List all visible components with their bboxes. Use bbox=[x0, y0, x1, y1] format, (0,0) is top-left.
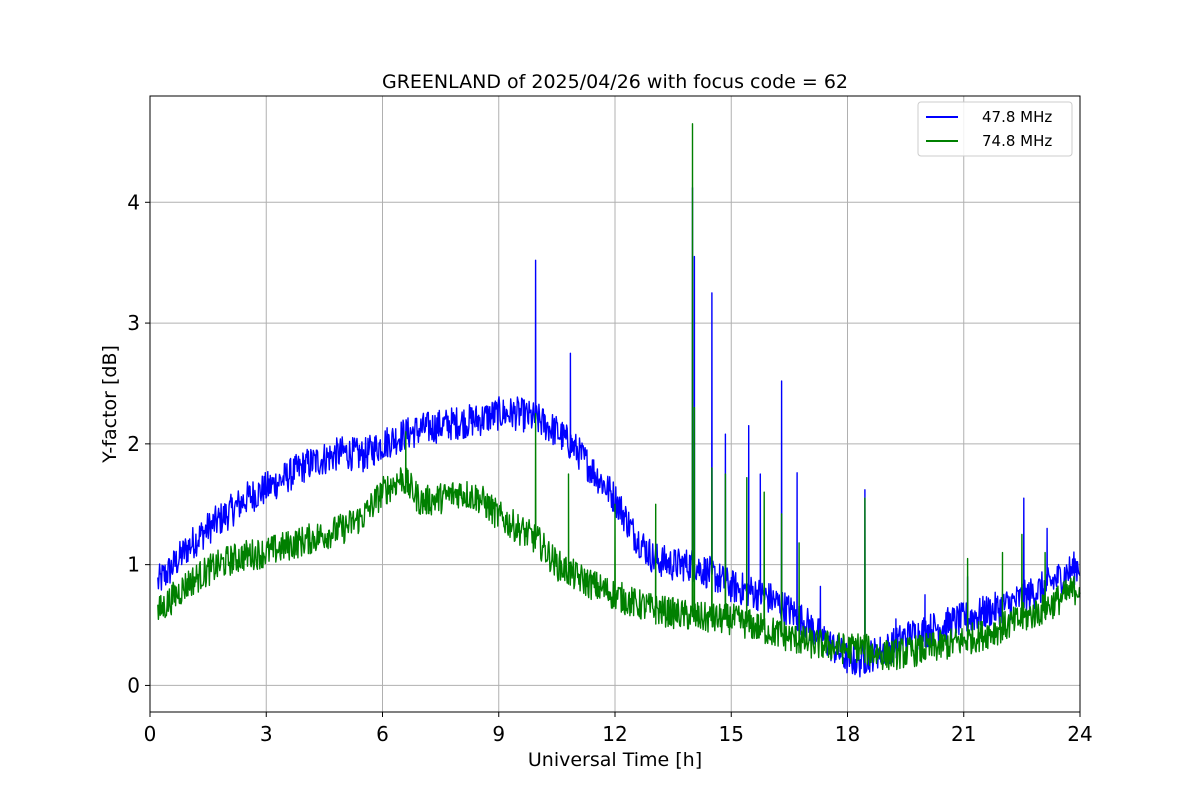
legend-frame bbox=[917, 101, 1073, 157]
x-tick-label-0: 0 bbox=[144, 722, 157, 746]
y-tick-label-2: 2 bbox=[127, 432, 140, 456]
x-tick-label-4: 12 bbox=[602, 722, 627, 746]
series-layer bbox=[157, 123, 1081, 678]
x-axis-label: Universal Time [h] bbox=[528, 749, 702, 771]
x-tick-label-1: 3 bbox=[260, 722, 273, 746]
y-tick-label-1: 1 bbox=[127, 553, 140, 577]
x-tick-label-8: 24 bbox=[1067, 722, 1092, 746]
series-line-1 bbox=[157, 123, 1081, 671]
y-tick-label-3: 3 bbox=[127, 311, 140, 335]
legend-label-series-1: 74.8 MHz bbox=[982, 132, 1052, 150]
y-tick-label-4: 4 bbox=[127, 190, 140, 214]
y-tick-label-0: 0 bbox=[127, 673, 140, 697]
x-tick-label-6: 18 bbox=[835, 722, 860, 746]
chart-title: GREENLAND of 2025/04/26 with focus code … bbox=[382, 71, 848, 93]
legend-label-series-0: 47.8 MHz bbox=[982, 108, 1052, 126]
y-axis-label: Y-factor [dB] bbox=[99, 345, 121, 464]
legend: 47.8 MHz 74.8 MHz bbox=[917, 101, 1073, 157]
x-tick-label-5: 15 bbox=[719, 722, 744, 746]
x-tick-label-7: 21 bbox=[951, 722, 976, 746]
x-tick-label-2: 6 bbox=[376, 722, 389, 746]
x-tick-label-3: 9 bbox=[492, 722, 505, 746]
